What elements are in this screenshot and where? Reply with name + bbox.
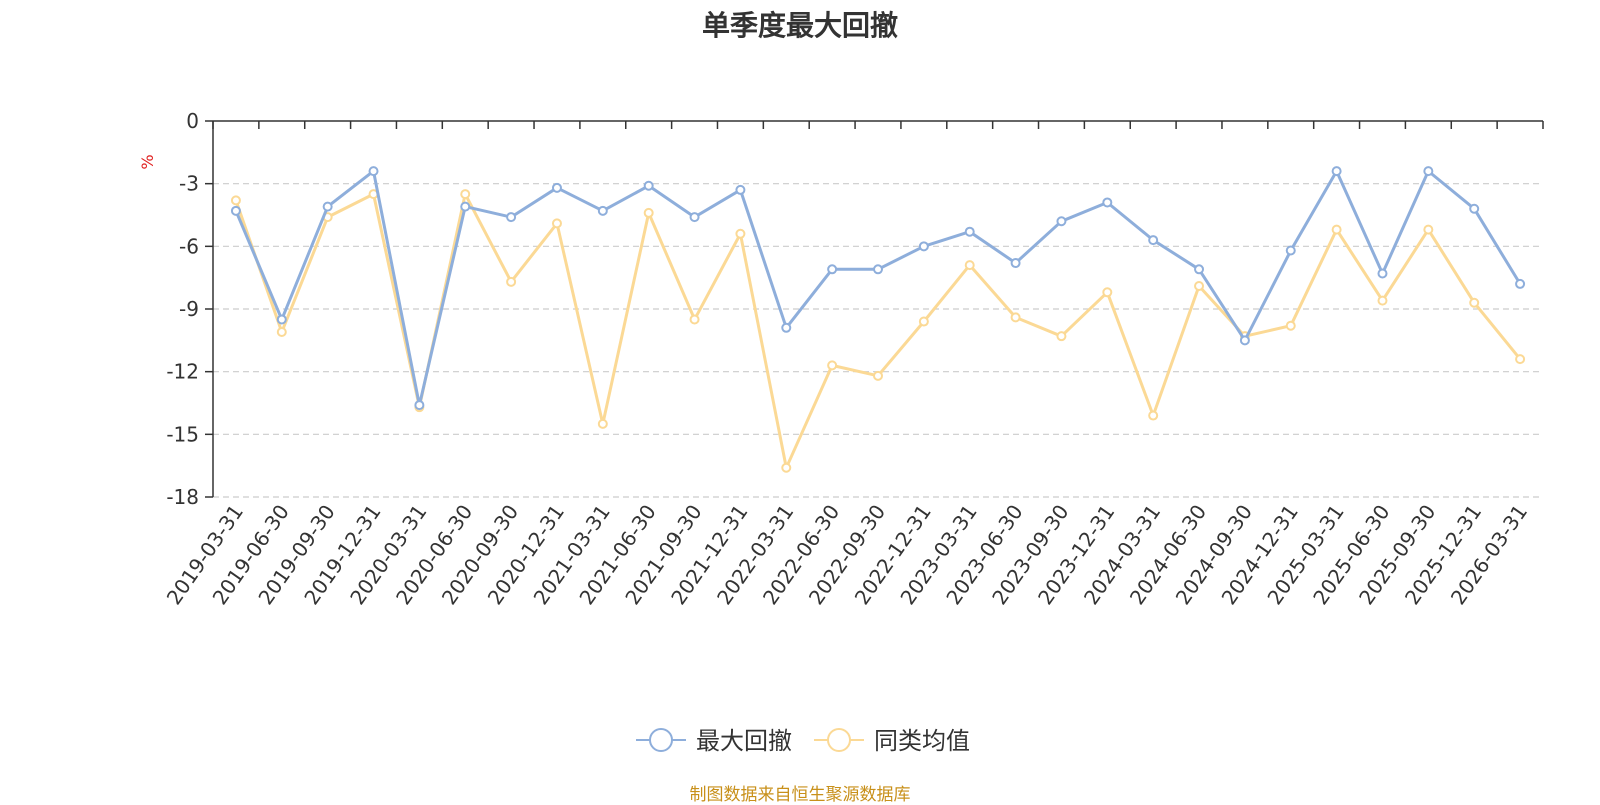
data-point [1515, 278, 1526, 289]
legend-marker-icon [649, 728, 673, 752]
data-point [1148, 410, 1159, 421]
data-point [506, 276, 517, 287]
data-point [918, 316, 929, 327]
data-point [1148, 235, 1159, 246]
grid-lines [213, 183, 1543, 498]
legend-item[interactable]: 同类均值 [814, 727, 970, 755]
data-point [1285, 320, 1296, 331]
data-point [230, 205, 241, 216]
data-point [1469, 203, 1480, 214]
data-point [414, 400, 425, 411]
y-tick-label: -12 [166, 360, 199, 384]
legend-marker-icon [827, 728, 851, 752]
data-point [1331, 224, 1342, 235]
data-point [873, 370, 883, 381]
y-axis-unit-label: % [138, 154, 157, 169]
data-point [689, 212, 700, 223]
data-point [781, 462, 792, 473]
series-line [234, 192, 1522, 470]
data-point [1515, 354, 1526, 365]
data-point [460, 189, 471, 200]
data-point [551, 182, 562, 193]
data-point [1102, 197, 1113, 208]
data-point [1010, 258, 1021, 269]
y-tick-label: -6 [179, 234, 199, 258]
data-point [735, 184, 746, 195]
chart-title: 单季度最大回撤 [701, 9, 898, 42]
data-point [1469, 297, 1480, 308]
data-point [873, 264, 883, 275]
data-point [918, 241, 929, 252]
data-point [1377, 268, 1388, 279]
data-point [781, 322, 792, 333]
data-point [1056, 216, 1067, 227]
data-point [643, 207, 654, 218]
data-point [1056, 331, 1067, 342]
data-point [827, 360, 838, 371]
data-point [964, 226, 975, 237]
data-point [735, 228, 746, 239]
legend-item[interactable]: 最大回撤 [636, 727, 792, 755]
series-同类均值 [230, 189, 1526, 473]
data-point [276, 326, 287, 337]
y-tick-label: -9 [179, 297, 199, 321]
legend[interactable]: 最大回撤 同类均值 [636, 727, 970, 755]
data-point [1331, 166, 1342, 177]
data-point [689, 314, 700, 325]
data-point [827, 264, 838, 275]
data-point [964, 260, 975, 271]
data-point [1239, 335, 1250, 346]
data-point [1423, 224, 1434, 235]
data-point [1377, 295, 1388, 306]
legend-label: 同类均值 [874, 727, 970, 755]
data-point [276, 314, 287, 325]
y-tick-label: -3 [179, 172, 199, 196]
data-point [643, 180, 654, 191]
y-tick-label: -15 [166, 422, 199, 446]
data-point [460, 201, 471, 212]
data-point [322, 201, 333, 212]
series-lines [230, 166, 1526, 473]
data-point [597, 418, 608, 429]
source-note: 制图数据来自恒生聚源数据库 [689, 785, 911, 805]
data-point [506, 212, 517, 223]
y-tick-label: -18 [166, 485, 199, 509]
series-line [234, 169, 1522, 407]
data-point [1194, 281, 1205, 292]
data-point [1423, 166, 1434, 177]
legend-label: 最大回撤 [696, 727, 792, 755]
data-point [1102, 287, 1113, 298]
data-point [1010, 312, 1021, 323]
data-point [368, 166, 379, 177]
y-tick-label: 0 [186, 109, 199, 133]
series-最大回撤 [230, 166, 1526, 411]
data-point [230, 195, 241, 206]
data-point [1285, 245, 1296, 256]
data-point [1194, 264, 1205, 275]
data-point [551, 218, 562, 229]
data-point [597, 205, 608, 216]
